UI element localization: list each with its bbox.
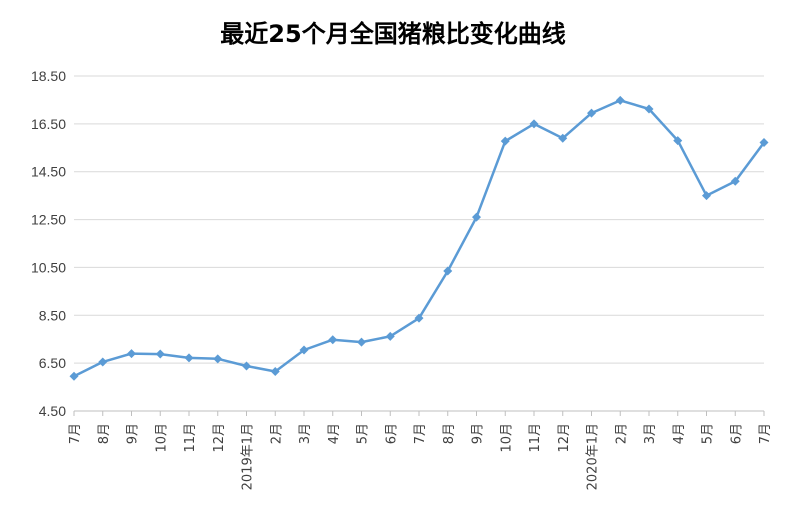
data-point-marker (500, 136, 510, 146)
y-tick-label: 16.50 (31, 116, 66, 132)
x-tick-label: 12月 (212, 423, 227, 453)
x-tick-label: 12月 (557, 423, 572, 453)
data-point-marker (443, 266, 453, 276)
x-tick-label: 2月 (614, 423, 629, 444)
x-tick-label: 9月 (126, 423, 141, 444)
x-tick-label: 9月 (471, 423, 486, 444)
data-point-marker (127, 349, 136, 359)
x-tick-label: 2月 (269, 423, 284, 444)
x-axis: 7月 8月 9月 10月 11月 12月 2019年1月 2月 3月 4月 5月 6月 7月 8月 9月 10… (68, 410, 773, 490)
x-tick-label: 3月 (643, 423, 658, 444)
series-layer (69, 95, 769, 381)
data-point-marker (615, 95, 625, 105)
data-point-marker (472, 212, 481, 222)
data-point-marker (414, 313, 424, 323)
y-tick-label: 8.50 (39, 307, 66, 323)
y-axis-ticks: 4.50 6.50 8.50 10.50 12.50 14.50 16.50 18.50 (31, 68, 66, 419)
x-tick-label: 5月 (701, 423, 716, 444)
data-point-marker (98, 357, 108, 367)
x-tick-label: 4月 (672, 423, 687, 444)
x-tick-label: 2019年1月 (241, 423, 256, 490)
y-tick-label: 14.50 (31, 164, 66, 180)
x-tick-label: 7月 (413, 423, 428, 444)
data-point-marker (184, 353, 194, 363)
x-tick-label: 8月 (442, 423, 457, 444)
data-point-marker (385, 331, 395, 341)
data-point-marker (69, 371, 79, 381)
data-point-marker (328, 335, 338, 345)
data-point-marker (299, 345, 309, 355)
data-point-marker (558, 133, 568, 143)
x-tick-label: 7月 (68, 423, 83, 444)
x-tick-label: 4月 (327, 423, 342, 444)
y-tick-label: 6.50 (39, 355, 66, 371)
x-tick-label: 10月 (154, 423, 169, 453)
y-tick-label: 10.50 (31, 259, 66, 275)
data-point-marker (759, 138, 769, 148)
y-tick-label: 12.50 (31, 212, 66, 228)
data-point-marker (587, 108, 596, 118)
chart-title: 最近25个月全国猪粮比变化曲线 (220, 20, 566, 48)
x-tick-label: 11月 (528, 423, 543, 453)
data-point-marker (155, 349, 165, 359)
x-tick-label: 3月 (298, 423, 313, 444)
data-point-marker (529, 119, 539, 129)
data-point-marker (644, 104, 654, 114)
data-point-marker (213, 354, 223, 364)
x-tick-label: 6月 (384, 423, 399, 444)
x-tick-label: 5月 (356, 423, 371, 444)
data-point-marker (730, 176, 740, 186)
x-tick-label: 11月 (183, 423, 198, 453)
x-tick-label: 6月 (729, 423, 744, 444)
x-tick-label: 8月 (97, 423, 112, 444)
data-point-marker (673, 136, 683, 146)
data-point-marker (702, 191, 711, 201)
series-line (73, 99, 766, 378)
data-point-marker (270, 367, 280, 377)
y-tick-label: 18.50 (31, 68, 66, 84)
x-tick-label: 2020年1月 (586, 423, 601, 490)
x-tick-label: 7月 (758, 423, 773, 444)
x-tick-label: 10月 (499, 423, 514, 453)
y-tick-label: 4.50 (39, 403, 66, 419)
data-point-marker (357, 337, 366, 347)
data-point-marker (242, 361, 251, 371)
